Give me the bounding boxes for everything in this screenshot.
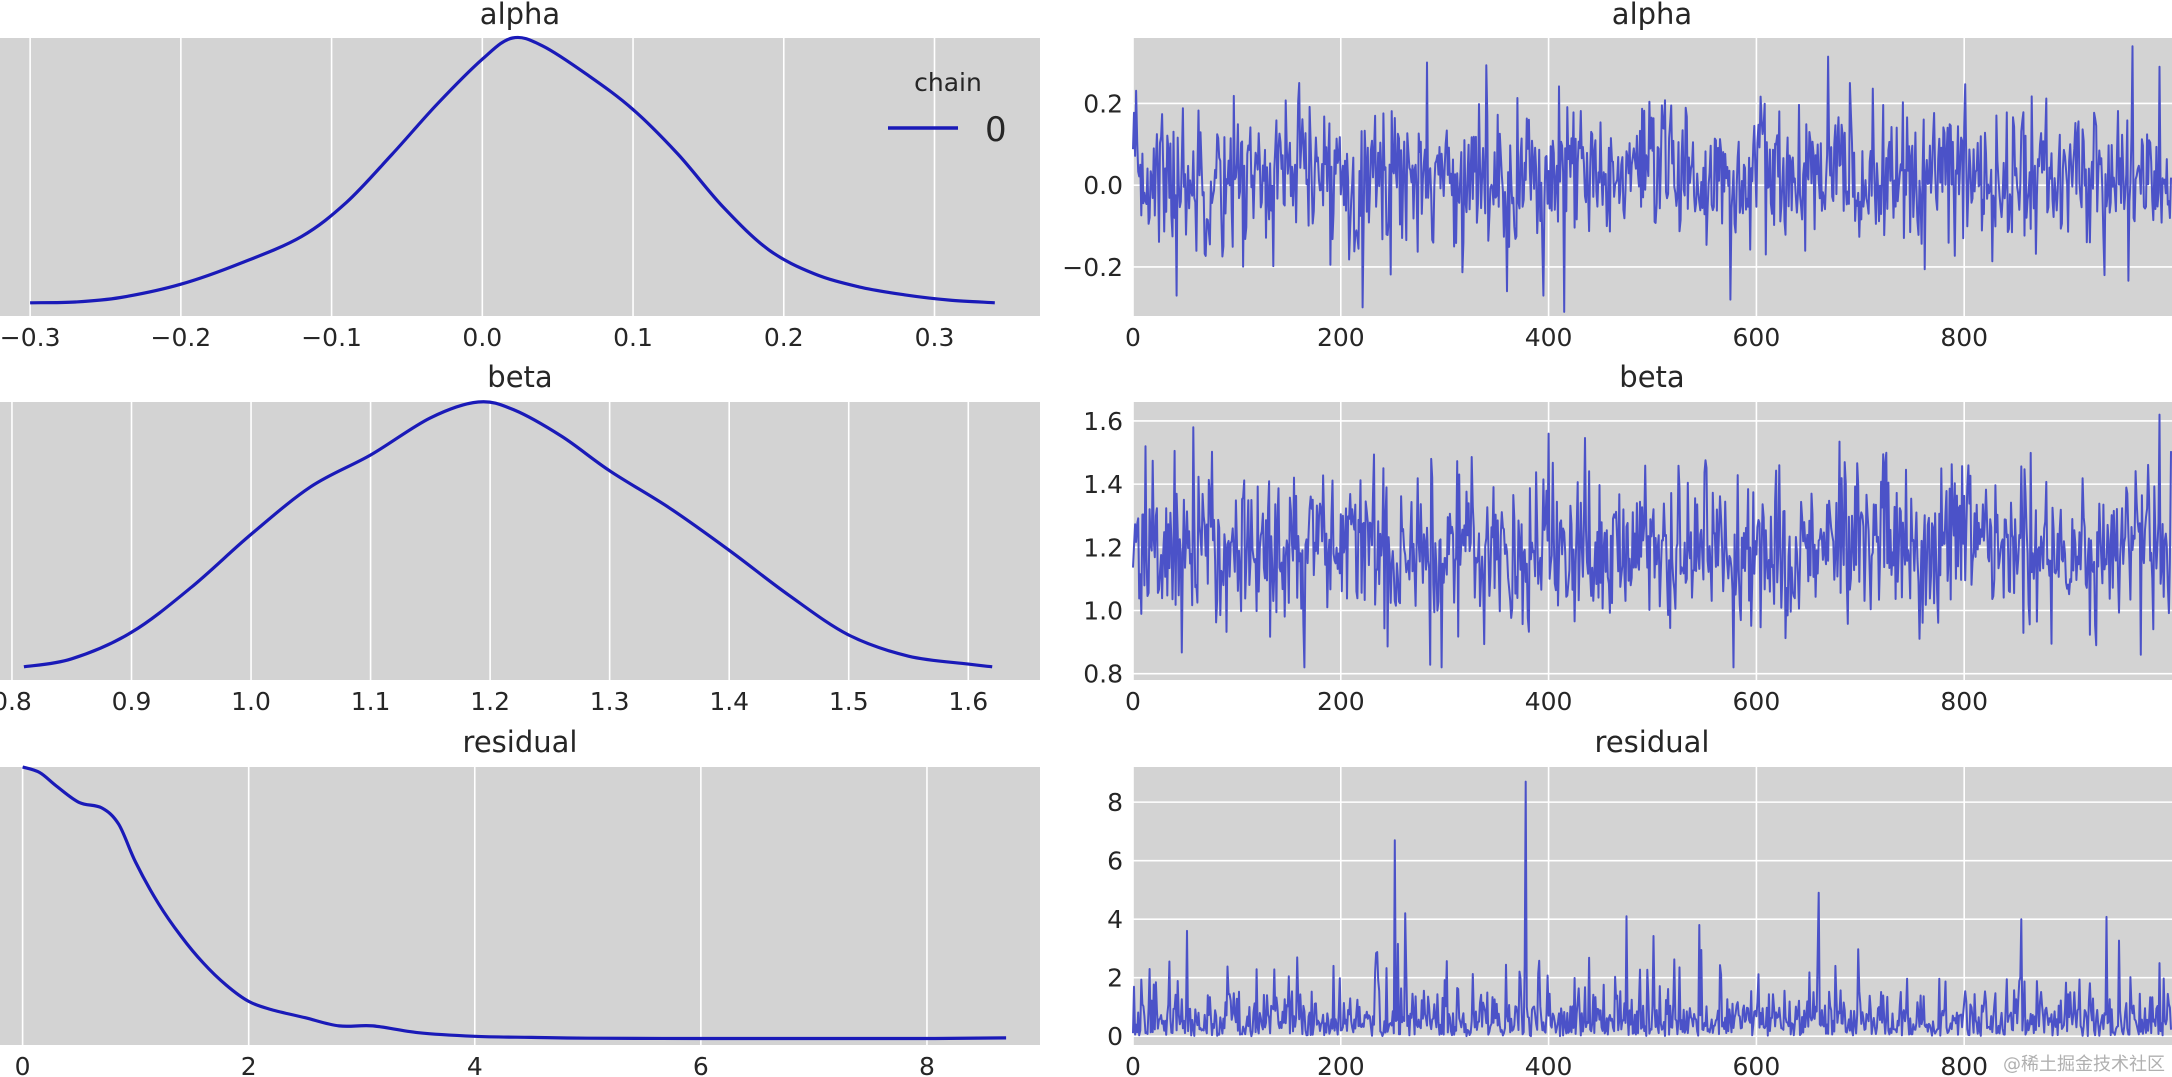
density-curve xyxy=(22,765,1007,1041)
plot-area xyxy=(0,402,1040,680)
series xyxy=(22,765,1007,1041)
x-tick-label: 0 xyxy=(1125,1052,1141,1077)
x-tick-label: 200 xyxy=(1317,1052,1365,1077)
y-ticks: −0.2 0.0 0.2 xyxy=(1062,89,1123,282)
x-tick-label: 400 xyxy=(1525,1052,1573,1077)
panel-residual-density: residual 0 2 4 6 8 xyxy=(0,725,1040,1077)
gridlines xyxy=(21,767,928,1045)
x-tick-label: 400 xyxy=(1525,687,1573,716)
x-tick-label: 4 xyxy=(467,1052,483,1077)
y-tick-label: 0.0 xyxy=(1083,171,1123,200)
series xyxy=(1132,780,2172,1038)
y-ticks: 0 2 4 6 8 xyxy=(1107,788,1123,1051)
y-ticks: 0.8 1.0 1.2 1.4 1.6 xyxy=(1083,407,1123,689)
x-tick-label: 0.9 xyxy=(112,687,152,716)
plot-area xyxy=(0,767,1040,1045)
x-ticks: −0.3 −0.2 −0.1 0.0 0.1 0.2 0.3 xyxy=(0,323,954,352)
x-tick-label: 0.8 xyxy=(0,687,32,716)
panel-beta-density: beta 0.8 0.9 1.0 1.1 1.2 1.3 1.4 1.5 1.6 xyxy=(0,360,1040,716)
x-tick-label: −0.3 xyxy=(0,323,61,352)
x-tick-label: 600 xyxy=(1733,687,1781,716)
y-tick-label: 8 xyxy=(1107,788,1123,817)
panel-title: residual xyxy=(1595,725,1710,759)
x-tick-label: 800 xyxy=(1940,1052,1988,1077)
x-ticks: 0 200 400 600 800 xyxy=(1125,323,1988,352)
y-tick-label: 0 xyxy=(1107,1022,1123,1051)
watermark-text: @稀土掘金技术社区 xyxy=(2003,1054,2165,1075)
y-tick-label: 1.0 xyxy=(1083,597,1123,626)
panel-beta-trace: beta 0 200 400 600 800 0.8 1.0 1.2 1.4 1.6 xyxy=(1083,360,2172,716)
y-tick-label: 1.6 xyxy=(1083,407,1123,436)
x-tick-label: 200 xyxy=(1317,687,1365,716)
x-tick-label: 0 xyxy=(1125,323,1141,352)
panel-alpha-density: alpha −0.3 −0.2 −0.1 0.0 0.1 0.2 0.3 chain 0 xyxy=(0,0,1040,352)
y-tick-label: 1.4 xyxy=(1083,470,1123,499)
y-tick-label: 2 xyxy=(1107,964,1123,993)
x-tick-label: 0 xyxy=(15,1052,31,1077)
trace-line xyxy=(1132,45,2172,313)
y-tick-label: 6 xyxy=(1107,847,1123,876)
x-tick-label: 2 xyxy=(241,1052,257,1077)
x-ticks: 0 200 400 600 800 xyxy=(1125,687,1988,716)
panel-title: beta xyxy=(1619,360,1684,394)
density-curve xyxy=(23,400,993,669)
trace-line xyxy=(1132,413,2172,669)
y-tick-label: 4 xyxy=(1107,905,1123,934)
x-tick-label: 0.0 xyxy=(462,323,502,352)
x-tick-label: 8 xyxy=(919,1052,935,1077)
trace-line xyxy=(1132,780,2172,1038)
legend-title: chain xyxy=(914,68,982,97)
x-ticks: 0.8 0.9 1.0 1.1 1.2 1.3 1.4 1.5 1.6 xyxy=(0,687,988,716)
x-tick-label: 0.3 xyxy=(915,323,955,352)
density-curve xyxy=(30,35,995,305)
panel-title: beta xyxy=(487,360,552,394)
series xyxy=(1132,45,2172,313)
x-tick-label: 600 xyxy=(1733,1052,1781,1077)
x-ticks: 0 2 4 6 8 xyxy=(15,1052,935,1077)
x-tick-label: 0 xyxy=(1125,687,1141,716)
x-tick-label: 800 xyxy=(1940,323,1988,352)
gridlines xyxy=(1132,767,2172,1045)
panel-residual-trace: residual 0 200 400 600 800 0 2 4 6 8 xyxy=(1107,725,2172,1077)
plot-area xyxy=(0,38,1040,316)
x-ticks: 0 200 400 600 800 xyxy=(1125,1052,1988,1077)
x-tick-label: 400 xyxy=(1525,323,1573,352)
x-tick-label: 600 xyxy=(1733,323,1781,352)
panel-title: residual xyxy=(463,725,578,759)
x-tick-label: 1.4 xyxy=(709,687,749,716)
panel-title: alpha xyxy=(1612,0,1692,31)
x-tick-label: 1.2 xyxy=(470,687,510,716)
y-tick-label: 0.8 xyxy=(1083,660,1123,689)
x-tick-label: 0.2 xyxy=(764,323,804,352)
x-tick-label: −0.2 xyxy=(151,323,212,352)
panel-title: alpha xyxy=(480,0,560,31)
x-tick-label: 200 xyxy=(1317,323,1365,352)
x-tick-label: 0.1 xyxy=(613,323,653,352)
x-tick-label: 1.0 xyxy=(231,687,271,716)
x-tick-label: 1.5 xyxy=(829,687,869,716)
y-tick-label: −0.2 xyxy=(1062,253,1123,282)
x-tick-label: 1.1 xyxy=(351,687,391,716)
series xyxy=(23,400,993,669)
x-tick-label: 800 xyxy=(1940,687,1988,716)
y-tick-label: 0.2 xyxy=(1083,89,1123,118)
x-tick-label: 1.6 xyxy=(948,687,988,716)
x-tick-label: −0.1 xyxy=(301,323,362,352)
series xyxy=(30,35,995,305)
x-tick-label: 1.3 xyxy=(590,687,630,716)
series xyxy=(1132,413,2172,669)
panel-alpha-trace: alpha 0 200 400 600 800 −0.2 0.0 0.2 xyxy=(1062,0,2172,352)
legend-label: 0 xyxy=(985,110,1007,150)
legend: chain 0 xyxy=(888,68,1007,150)
gridlines xyxy=(29,38,936,316)
y-tick-label: 1.2 xyxy=(1083,533,1123,562)
x-tick-label: 6 xyxy=(693,1052,709,1077)
